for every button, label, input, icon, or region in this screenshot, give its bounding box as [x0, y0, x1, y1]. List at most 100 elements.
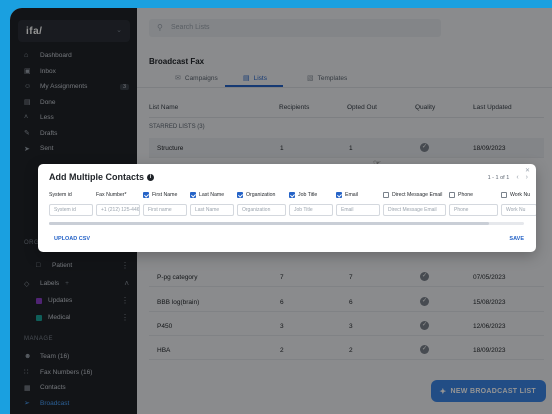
- recipients-count: 3: [280, 323, 284, 330]
- fax-number-input[interactable]: [96, 204, 140, 216]
- column-header-label: Opted Out: [347, 104, 377, 111]
- new-broadcast-list-button[interactable]: ✦ NEW BROADCAST LIST: [431, 380, 546, 402]
- checkbox-checked-icon[interactable]: [190, 192, 196, 198]
- column-label: Organization: [246, 192, 276, 198]
- recipients-count: 7: [280, 274, 284, 281]
- sidebar-item-label: Fax Numbers (16): [40, 368, 93, 376]
- sidebar-item-labels[interactable]: ◇ Labels + ˄: [10, 276, 137, 292]
- sidebar-item-fax-numbers[interactable]: ∷ Fax Numbers (16): [10, 365, 137, 381]
- table-row[interactable]: P-pg category 7 7 ✓ 07/05/2023: [149, 267, 544, 287]
- column-header-opted-out[interactable]: Opted Out ↕: [347, 104, 377, 111]
- column-job-title[interactable]: Job Title: [289, 192, 317, 198]
- last-updated: 07/05/2023: [473, 274, 506, 281]
- column-first-name[interactable]: First Name: [143, 192, 177, 198]
- sidebar-item-broadcast[interactable]: ➢ Broadcast: [10, 396, 137, 412]
- column-organization[interactable]: Organization: [237, 192, 275, 198]
- label-item-medical[interactable]: Medical ⋮: [10, 310, 137, 326]
- sidebar-item-drafts[interactable]: ✎ Drafts: [10, 126, 137, 142]
- info-icon[interactable]: i: [147, 173, 154, 181]
- table-row[interactable]: Structure 1 1 ✓ 18/09/2023: [149, 138, 544, 158]
- page-title: Broadcast Fax: [149, 57, 205, 66]
- more-icon[interactable]: ⋮: [121, 313, 129, 323]
- column-email[interactable]: Email: [336, 192, 358, 198]
- table-row[interactable]: BBB log(brain) 6 6 ✓ 15/08/2023: [149, 292, 544, 312]
- sidebar-item-label: Broadcast: [40, 399, 70, 407]
- pagination: 1 - 1 of 1 ‹ ›: [488, 174, 528, 181]
- upload-csv-button[interactable]: UPLOAD CSV: [54, 236, 91, 242]
- sidebar-item-patient[interactable]: □ Patient ⋮: [10, 258, 137, 274]
- save-button[interactable]: SAVE: [509, 236, 524, 242]
- checkbox-unchecked-icon[interactable]: [383, 192, 389, 198]
- sidebar-item-inbox[interactable]: ▣ Inbox: [10, 64, 137, 80]
- column-header-quality[interactable]: Quality ↕: [415, 104, 435, 111]
- checkbox-checked-icon[interactable]: [237, 192, 243, 198]
- add-multiple-contacts-dialog: Add Multiple Contacts i ✕ 1 - 1 of 1 ‹ ›…: [38, 164, 536, 252]
- more-icon[interactable]: ⋮: [121, 296, 129, 306]
- sidebar-item-team[interactable]: ☻ Team (16): [10, 349, 137, 365]
- label-item-updates[interactable]: Updates ⋮: [10, 293, 137, 309]
- broadcast-icon: ➢: [24, 400, 30, 408]
- label-color-swatch: [36, 314, 42, 321]
- horizontal-scrollbar[interactable]: [49, 222, 524, 225]
- column-label: Phone: [458, 192, 474, 198]
- system-id-input[interactable]: [49, 204, 93, 216]
- chevron-right-icon[interactable]: ›: [525, 174, 528, 181]
- column-header-list-name[interactable]: List Name: [149, 104, 179, 111]
- sidebar-nav: ⌂ Dashboard ▣ Inbox ☺ My Assignments 3 ▤ Done…: [10, 48, 137, 157]
- sidebar-item-done[interactable]: ▤ Done: [10, 95, 137, 111]
- sidebar-item-dashboard[interactable]: ⌂ Dashboard: [10, 48, 137, 64]
- email-input[interactable]: [336, 204, 380, 216]
- chevron-left-icon[interactable]: ‹: [516, 174, 519, 181]
- quality-check-icon: ✓: [420, 272, 429, 281]
- column-header-label: Last Updated: [473, 104, 512, 111]
- column-last-name[interactable]: Last Name: [190, 192, 224, 198]
- list-name: P-pg category: [157, 274, 198, 281]
- column-phone[interactable]: Phone: [449, 192, 473, 198]
- close-icon[interactable]: ✕: [524, 168, 530, 174]
- last-name-input[interactable]: [190, 204, 234, 216]
- sidebar-item-contacts[interactable]: ▦ Contacts: [10, 380, 137, 396]
- column-header-recipients[interactable]: Recipients ↕: [279, 104, 309, 111]
- search-bar[interactable]: ⚲ Search Lists: [149, 19, 441, 37]
- workspace-switcher[interactable]: ifa/ ⌄: [18, 20, 130, 42]
- quality-check-icon: ✓: [420, 143, 429, 152]
- checkbox-checked-icon[interactable]: [143, 192, 149, 198]
- column-header-last-updated[interactable]: Last Updated ↕: [473, 104, 512, 111]
- checkbox-unchecked-icon[interactable]: [449, 192, 455, 198]
- first-name-input[interactable]: [143, 204, 187, 216]
- column-work-number[interactable]: Work Nu: [501, 192, 530, 198]
- scrollbar-thumb[interactable]: [49, 222, 489, 225]
- add-label-icon[interactable]: +: [65, 280, 69, 288]
- column-fax-number: Fax Number*: [96, 192, 127, 198]
- organization-input[interactable]: [237, 204, 286, 216]
- direct-message-email-input[interactable]: [383, 204, 446, 216]
- more-icon[interactable]: ⋮: [121, 261, 129, 271]
- checkbox-checked-icon[interactable]: [336, 192, 342, 198]
- column-direct-message-email[interactable]: Direct Message Email: [383, 192, 442, 198]
- tab-lists[interactable]: ▤ Lists: [243, 74, 267, 83]
- tab-campaigns[interactable]: ✉ Campaigns: [175, 74, 218, 83]
- table-row[interactable]: P450 3 3 ✓ 12/06/2023: [149, 316, 544, 336]
- megaphone-icon: ✉: [175, 75, 181, 82]
- sidebar-item-less[interactable]: ˄ Less: [10, 110, 137, 126]
- checkbox-checked-icon[interactable]: [289, 192, 295, 198]
- sort-icon: ↕: [347, 104, 351, 111]
- sidebar-item-my-assignments[interactable]: ☺ My Assignments 3: [10, 79, 137, 95]
- inbox-icon: ▣: [24, 68, 31, 76]
- column-label: Job Title: [298, 192, 318, 198]
- sidebar-item-sent[interactable]: ➤ Sent: [10, 141, 137, 157]
- work-number-input[interactable]: [501, 204, 536, 216]
- checkbox-unchecked-icon[interactable]: [501, 192, 507, 198]
- recipients-count: 2: [280, 347, 284, 354]
- contacts-icon: ▦: [24, 384, 31, 392]
- table-row[interactable]: HBA 2 2 ✓ 18/09/2023: [149, 340, 544, 360]
- chevron-up-icon[interactable]: ˄: [124, 279, 129, 289]
- job-title-input[interactable]: [289, 204, 333, 216]
- column-header-label: Quality: [415, 104, 436, 111]
- tab-templates[interactable]: ▧ Templates: [307, 74, 347, 83]
- opted-out-count: 3: [349, 323, 353, 330]
- app-logo: ifa/: [26, 26, 43, 37]
- manage-section-heading: MANAGE: [24, 336, 54, 342]
- search-input[interactable]: Search Lists: [171, 24, 210, 31]
- phone-input[interactable]: [449, 204, 498, 216]
